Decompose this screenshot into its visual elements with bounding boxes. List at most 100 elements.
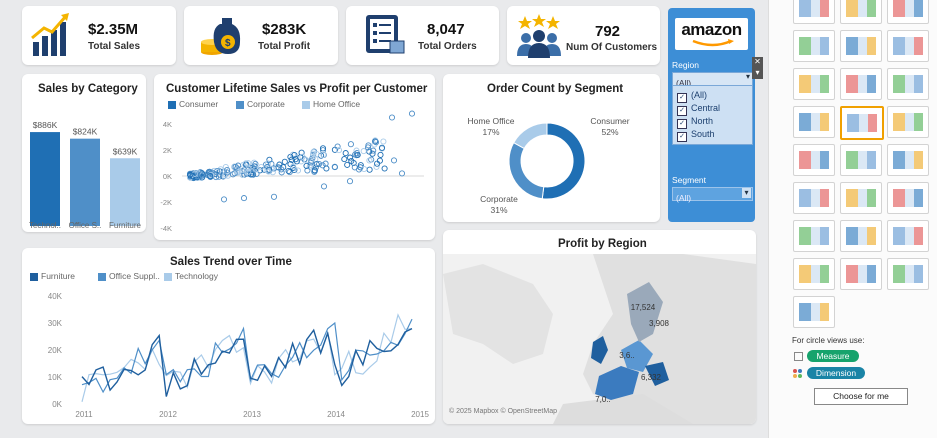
segment-label: Segment xyxy=(672,175,707,185)
sales-trend-card: Sales Trend over Time Furniture Office S… xyxy=(22,248,435,424)
y-tick-label: 20K xyxy=(48,346,63,355)
region-option-central[interactable]: ✓ Central xyxy=(677,102,720,116)
highlight-table-icon[interactable] xyxy=(887,0,929,24)
scatter-point xyxy=(354,151,361,159)
scatter-point xyxy=(299,153,306,160)
pie-chart-icon[interactable] xyxy=(887,30,929,62)
sales-growth-icon xyxy=(31,13,69,56)
side-by-side-bars-icon[interactable] xyxy=(887,68,929,100)
scatter-plot-icon[interactable] xyxy=(793,220,835,252)
line-continuous-preview xyxy=(799,151,829,169)
scatter-point xyxy=(331,163,338,170)
scatter-point xyxy=(264,160,271,167)
dual-combination-icon[interactable] xyxy=(887,182,929,214)
scatter-point xyxy=(319,162,326,169)
scatter-point xyxy=(307,162,314,169)
area-discrete-icon[interactable] xyxy=(840,182,882,214)
dimension-pill: Dimension xyxy=(807,367,865,379)
y-tick-label: 0K xyxy=(52,400,62,409)
scatter-point xyxy=(335,147,343,154)
scatter-point xyxy=(187,171,194,178)
y-tick-label: 40K xyxy=(48,292,63,301)
region-option-all[interactable]: ✓ (All) xyxy=(677,89,707,103)
scatter-point xyxy=(251,159,258,166)
sales-by-category-chart: $886K Technol.. $824K Office S.. $639K Furnit… xyxy=(29,120,142,230)
donut-slice xyxy=(513,122,548,150)
chart-title: Order Count by Segment xyxy=(487,83,624,95)
scatter-point xyxy=(231,170,238,177)
region-option-south[interactable]: ✓ South xyxy=(677,128,715,142)
money-bag-icon: $ xyxy=(201,18,241,55)
scatter-point xyxy=(224,169,231,176)
scatter-point xyxy=(355,166,363,173)
region-north xyxy=(627,282,663,342)
bar-category-label: Office S.. xyxy=(69,221,102,230)
scatter-point xyxy=(304,167,311,174)
region-option-north[interactable]: ✓ North xyxy=(677,115,713,129)
dual-lines-icon[interactable] xyxy=(887,144,929,176)
legend-office-supplies: Office Suppl.. xyxy=(98,271,160,281)
segment-dropdown[interactable]: (All) ▾ xyxy=(672,187,753,203)
chevron-down-icon: ▾ xyxy=(742,188,751,198)
box-whisker-icon[interactable] xyxy=(887,220,929,252)
text-table-icon[interactable] xyxy=(793,0,835,24)
close-icon[interactable]: ✕ xyxy=(754,57,761,66)
profit-by-region-card: Profit by Region 17,524 3,908 3,6.. 6,332 7,… xyxy=(443,230,756,424)
gantt-chart-icon[interactable] xyxy=(793,258,835,290)
scatter-point xyxy=(311,167,318,174)
side-by-side-circles-preview xyxy=(893,113,923,131)
line-series xyxy=(81,313,413,402)
symbol-map-icon[interactable] xyxy=(793,30,835,62)
histogram-icon[interactable] xyxy=(840,220,882,252)
side-by-side-circles-icon[interactable] xyxy=(887,106,929,138)
scatter-point xyxy=(198,171,205,178)
stacked-bars-icon[interactable] xyxy=(840,68,882,100)
slice-name-label: Consumer xyxy=(590,116,629,126)
x-tick-label: 2012 xyxy=(159,410,177,419)
bar-data-label: $824K xyxy=(73,127,98,137)
y-tick-label: -2K xyxy=(160,198,172,207)
region-dropdown[interactable]: (All) ▾ xyxy=(672,72,753,88)
legend-home-office: Home Office xyxy=(302,99,360,109)
scatter-point xyxy=(353,147,360,154)
horizontal-bars-icon[interactable] xyxy=(793,68,835,100)
scatter-point xyxy=(214,167,221,175)
bar-1 xyxy=(70,138,100,226)
scatter-point xyxy=(390,157,398,164)
bullet-graph-icon[interactable] xyxy=(840,258,882,290)
chevron-down-icon[interactable]: ▾ xyxy=(755,68,760,77)
order-count-card: Order Count by Segment Consumer 52% Corpor… xyxy=(443,74,660,222)
scatter-point xyxy=(224,166,231,174)
line-continuous-icon[interactable] xyxy=(793,144,835,176)
scatter-point xyxy=(293,158,300,165)
heat-map-icon[interactable] xyxy=(840,0,882,24)
y-tick-label: 4K xyxy=(163,120,172,129)
scatter-point xyxy=(208,171,215,178)
slice-percent-label: 17% xyxy=(482,127,499,137)
chart-title: Sales Trend over Time xyxy=(170,256,292,268)
amazon-logo-text: amazon xyxy=(681,20,742,39)
legend-label: Corporate xyxy=(247,99,285,109)
area-continuous-icon[interactable] xyxy=(793,182,835,214)
scatter-point xyxy=(408,110,416,117)
option-label: South xyxy=(691,129,715,139)
map-swap-icon[interactable] xyxy=(793,296,835,328)
scatter-point xyxy=(366,166,373,173)
profit-map: 17,524 3,908 3,6.. 6,332 7,0.. xyxy=(443,254,756,424)
treemap-icon[interactable] xyxy=(793,106,835,138)
landmass-north-america xyxy=(443,264,553,364)
scatter-point xyxy=(380,138,387,145)
scatter-point xyxy=(222,163,229,171)
scatter-point xyxy=(373,163,380,170)
landmass-africa xyxy=(553,394,693,424)
scatter-point xyxy=(372,139,380,146)
line-discrete-icon[interactable] xyxy=(840,144,882,176)
scatter-point xyxy=(344,161,351,168)
scatter-point xyxy=(320,183,328,190)
choose-for-me-button[interactable]: Choose for me xyxy=(814,388,908,405)
circle-view-icon[interactable] xyxy=(840,106,884,140)
packed-bubbles-icon[interactable] xyxy=(887,258,929,290)
filled-map-icon[interactable] xyxy=(840,30,882,62)
region-options-list: ✓ (All) ✓ Central ✓ North ✓ South xyxy=(672,85,753,145)
scatter-point xyxy=(369,150,376,157)
